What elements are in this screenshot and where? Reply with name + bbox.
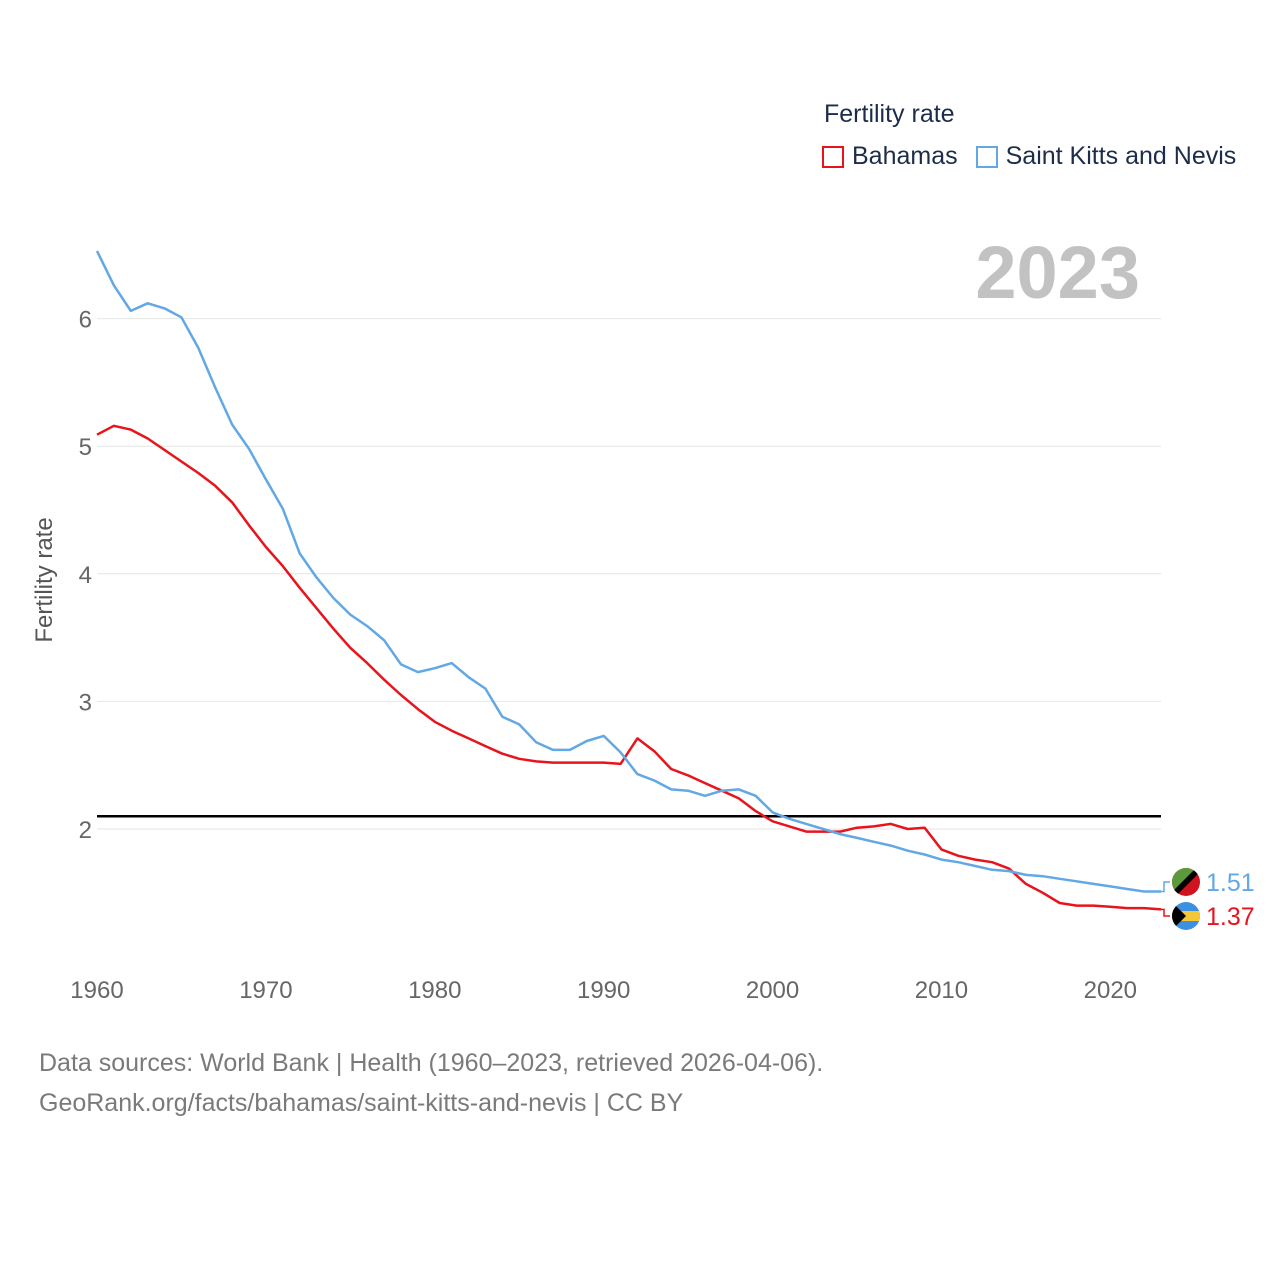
bahamas-flag-icon: [1172, 902, 1200, 930]
year-label: 2023: [975, 231, 1140, 314]
x-tick-label: 2010: [915, 977, 968, 1004]
y-tick-label: 5: [79, 434, 92, 461]
series-line-saint-kitts-and-nevis: [95, 250, 1161, 893]
x-tick-label: 2020: [1084, 977, 1137, 1004]
grid: [97, 318, 1161, 830]
legend-item-saint-kitts-and-nevis[interactable]: Saint Kitts and Nevis: [975, 142, 1237, 171]
y-tick-label: 3: [79, 689, 92, 716]
legend-swatch-saint-kitts-and-nevis: [975, 145, 998, 168]
legend-title: Fertility rate: [824, 100, 955, 128]
y-ticks: 2 3 4 5 6: [79, 307, 92, 844]
legend-label-bahamas: Bahamas: [852, 142, 958, 170]
sources-line-1: Data sources: World Bank | Health (1960–…: [39, 1049, 824, 1077]
end-connector-saint-kitts-and-nevis: [1161, 881, 1170, 893]
data-sources: Data sources: World Bank | Health (1960–…: [39, 1043, 823, 1123]
y-tick-label: 4: [79, 562, 92, 589]
y-axis-label: Fertility rate: [31, 517, 58, 642]
x-tick-label: 1970: [239, 977, 292, 1004]
legend-label-saint-kitts-and-nevis: Saint Kitts and Nevis: [1005, 142, 1237, 170]
end-value-label-bahamas: 1.37: [1206, 903, 1255, 931]
end-connector-bahamas: [1161, 908, 1170, 917]
y-tick-label: 2: [79, 817, 92, 844]
series-lines: [95, 250, 1162, 911]
x-ticks: 1960 1970 1980 1990 2000 2010 2020: [70, 977, 1137, 1004]
y-tick-label: 6: [79, 307, 92, 334]
series-line-bahamas: [96, 424, 1162, 911]
x-tick-label: 1990: [577, 977, 630, 1004]
x-tick-label: 1980: [408, 977, 461, 1004]
x-tick-label: 1960: [70, 977, 123, 1004]
legend: Bahamas Saint Kitts and Nevis: [822, 142, 1254, 171]
end-labels: 1.37 1.51: [1161, 869, 1255, 931]
x-tick-label: 2000: [746, 977, 799, 1004]
saint-kitts-and-nevis-flag-icon: [1172, 868, 1200, 896]
legend-item-bahamas[interactable]: Bahamas: [822, 142, 958, 171]
sources-line-2[interactable]: GeoRank.org/facts/bahamas/saint-kitts-an…: [39, 1089, 684, 1117]
legend-swatch-bahamas: [822, 145, 844, 168]
end-value-label-saint-kitts-and-nevis: 1.51: [1206, 869, 1255, 897]
